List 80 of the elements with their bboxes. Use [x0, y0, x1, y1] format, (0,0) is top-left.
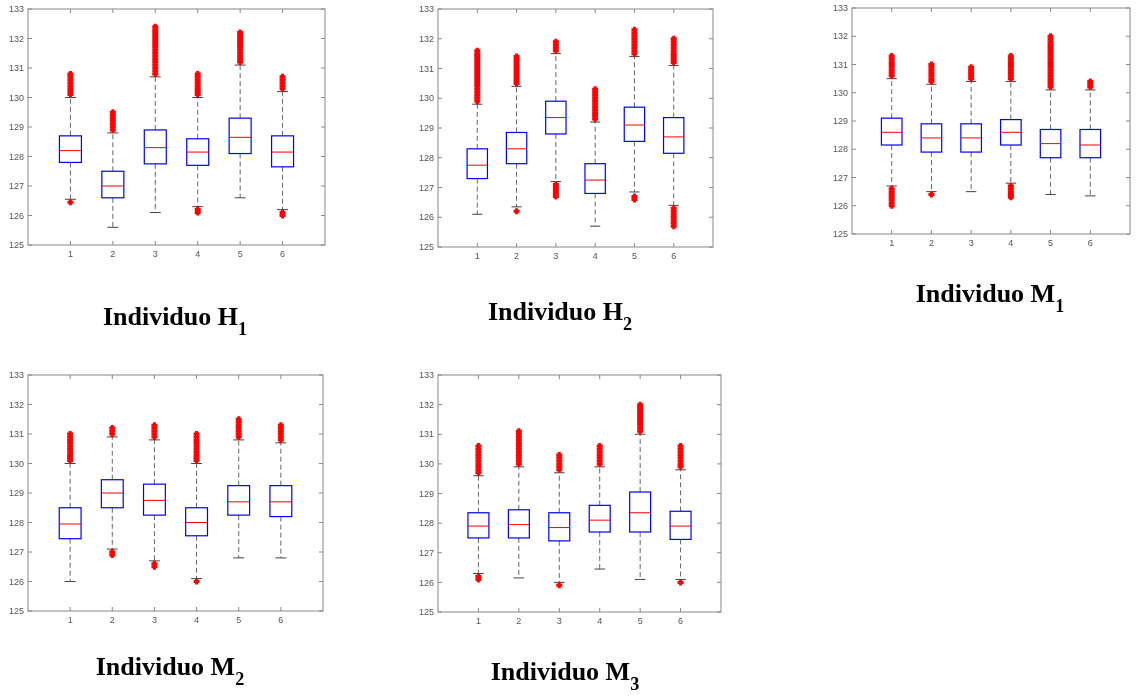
y-tick-label: 127	[8, 547, 24, 558]
x-tick-label: 5	[631, 251, 637, 261]
y-tick-label: 126	[8, 576, 24, 587]
y-tick-label: 131	[418, 63, 434, 74]
y-tick-label: 127	[8, 181, 24, 192]
text: Individuo M$_{2}$	[95, 652, 245, 689]
y-tick-label: 130	[418, 459, 434, 470]
x-tick-label: 6	[280, 249, 286, 259]
y-tick-label: 127	[832, 172, 848, 183]
y-tick-label: 129	[418, 488, 434, 499]
y-tick-label: 126	[832, 200, 848, 211]
y-tick-label: 133	[832, 3, 848, 14]
x-tick-label: 5	[236, 615, 242, 625]
y-tick-label: 130	[832, 87, 848, 98]
y-tick-label: 132	[8, 33, 24, 44]
y-tick-label: 131	[418, 429, 434, 440]
x-tick-label: 5	[237, 249, 243, 259]
y-tick-label: 130	[8, 458, 24, 469]
y-tick-label: 133	[418, 370, 434, 381]
x-tick-label: 3	[152, 249, 158, 259]
x-tick-label: 5	[637, 616, 643, 626]
x-tick-label: 4	[195, 249, 201, 259]
y-tick-label: 127	[418, 547, 434, 558]
y-tick-label: 132	[418, 399, 434, 410]
y-tick-label: 131	[832, 59, 848, 70]
y-tick-label: 130	[8, 92, 24, 103]
x-tick-label: 1	[474, 251, 480, 261]
x-tick-label: 6	[678, 616, 684, 626]
x-tick-label: 3	[151, 615, 157, 625]
y-tick-label: 125	[418, 242, 434, 253]
y-tick-label: 127	[418, 182, 434, 193]
x-tick-label: 3	[553, 251, 559, 261]
x-tick-label: 6	[1087, 238, 1093, 248]
text: Individuo H$_{2}$	[487, 297, 633, 334]
x-tick-label: 2	[109, 615, 115, 625]
y-tick-label: 125	[418, 607, 434, 618]
y-tick-label: 126	[418, 212, 434, 223]
y-tick-label: 129	[418, 123, 434, 134]
x-tick-label: 4	[194, 615, 200, 625]
text: Individuo H$_{1}$	[102, 302, 248, 339]
x-tick-label: 2	[110, 249, 116, 259]
x-tick-label: 6	[278, 615, 284, 625]
y-tick-label: 132	[832, 31, 848, 42]
y-tick-label: 125	[832, 229, 848, 240]
x-tick-label: 3	[968, 238, 974, 248]
x-tick-label: 2	[928, 238, 934, 248]
y-tick-label: 128	[418, 152, 434, 163]
y-tick-label: 132	[8, 399, 24, 410]
y-tick-label: 133	[8, 4, 24, 15]
x-tick-label: 5	[1048, 238, 1054, 248]
y-tick-label: 126	[8, 210, 24, 221]
y-tick-label: 133	[8, 370, 24, 381]
y-tick-label: 125	[8, 606, 24, 617]
x-tick-label: 3	[556, 616, 562, 626]
text: Individuo M$_{1}$	[915, 279, 1065, 316]
y-tick-label: 126	[418, 577, 434, 588]
y-tick-label: 125	[8, 240, 24, 251]
x-tick-label: 4	[597, 616, 603, 626]
y-tick-label: 131	[8, 429, 24, 440]
y-tick-label: 128	[832, 144, 848, 155]
y-tick-label: 128	[8, 517, 24, 528]
x-tick-label: 4	[592, 251, 598, 261]
y-tick-label: 129	[8, 488, 24, 499]
x-tick-label: 1	[889, 238, 895, 248]
y-tick-label: 129	[832, 116, 848, 127]
x-tick-label: 1	[475, 616, 481, 626]
text: Individuo M$_{3}$	[490, 657, 640, 694]
y-tick-label: 130	[418, 93, 434, 104]
y-tick-label: 128	[418, 518, 434, 529]
x-tick-label: 2	[514, 251, 520, 261]
x-tick-label: 4	[1008, 238, 1014, 248]
y-tick-label: 129	[8, 122, 24, 133]
y-tick-label: 128	[8, 151, 24, 162]
x-tick-label: 2	[516, 616, 522, 626]
x-tick-label: 1	[67, 615, 73, 625]
y-tick-label: 133	[418, 4, 434, 15]
x-tick-label: 1	[67, 249, 73, 259]
y-tick-label: 132	[418, 33, 434, 44]
y-tick-label: 131	[8, 63, 24, 74]
x-tick-label: 6	[671, 251, 677, 261]
